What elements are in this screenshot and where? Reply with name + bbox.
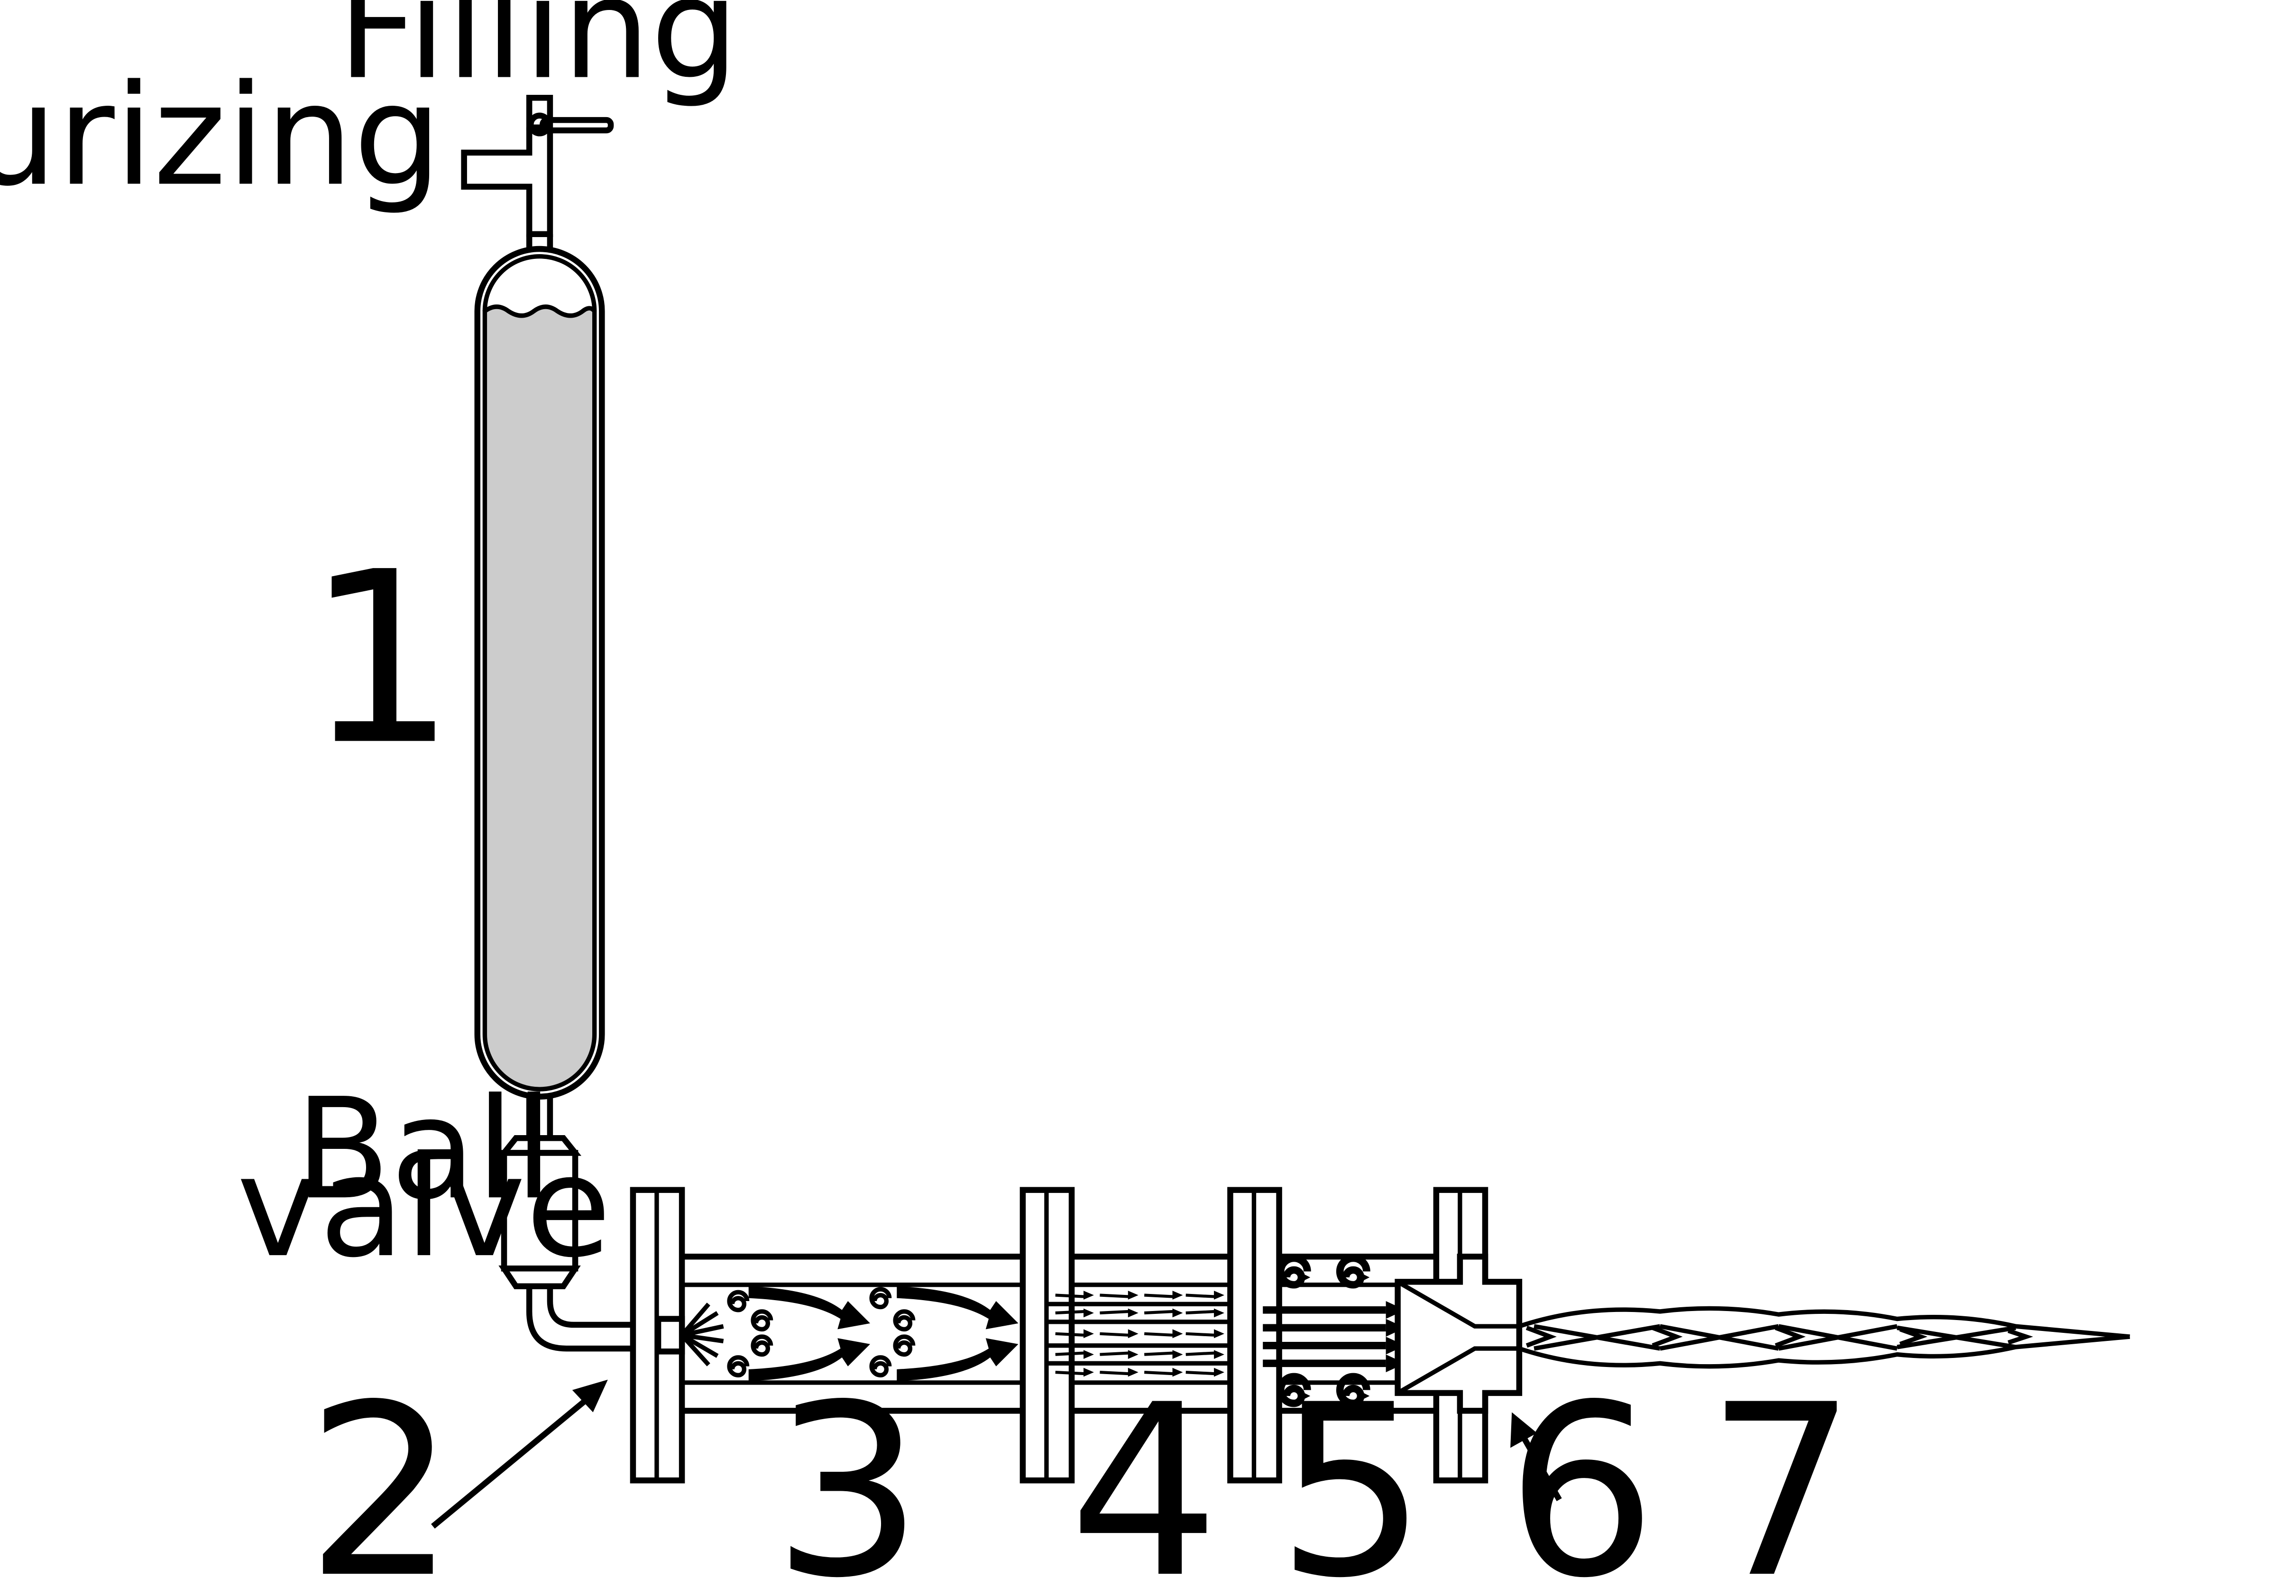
nozzle-contour [1396,1280,1519,1395]
vessel-outer-wall [474,246,605,1100]
filling-valve-body [526,95,553,131]
small-flow-arrow-shaft [1100,1293,1130,1298]
small-flow-arrow-shaft [1185,1370,1216,1376]
flow-arrow-3d [897,1338,1019,1381]
nozzle [1395,1254,1523,1414]
small-flow-arrow-shaft [1144,1293,1174,1298]
small-flow-arrow-shaft [1185,1293,1216,1298]
small-flow-arrow-head [1214,1308,1224,1318]
small-flow-arrow-shaft [1100,1310,1130,1315]
vessel-liquid [482,304,597,1092]
small-flow-arrow-head [1172,1308,1183,1318]
pressure-vessel [474,246,605,1100]
section-3-flow [727,1286,1019,1381]
filling-valve-handle [540,117,614,134]
number-2: 2 [306,1354,457,1596]
top-fittings [461,95,614,252]
small-flow-arrow-head [1172,1329,1183,1339]
small-flow-arrow-head [1214,1367,1224,1377]
pressurizing-label: Pressurizing [0,55,442,217]
section-4-flow [1046,1291,1231,1377]
small-flow-arrow-head [1214,1291,1224,1300]
small-flow-arrow-head [1214,1329,1224,1339]
small-flow-arrow-shaft [1055,1351,1085,1356]
ball-valve-bottom-cap [498,1266,581,1290]
flow-arrow-3a [748,1286,870,1330]
vessel-inner-dome [482,254,597,312]
nozzle-housing [1395,1254,1523,1414]
number-4: 4 [1069,1354,1220,1596]
small-flow-arrow-head [1128,1291,1139,1300]
small-flow-arrow-head [1084,1367,1094,1377]
filling-valve-knob [528,112,552,137]
pressurizing-pipe [461,127,553,238]
small-flow-arrow-head [1084,1350,1094,1359]
small-flow-arrow-shaft [1055,1332,1085,1337]
plume-lower-boundary [1518,1334,2130,1369]
injector-spray [680,1302,724,1367]
ball-valve-label-line2: valve [237,1126,611,1288]
small-flow-arrow-head [1128,1329,1139,1339]
injector-body [655,1316,685,1355]
small-flow-arrows [1055,1291,1224,1377]
ball-valve-assembly [498,1096,652,1352]
filling-label: Filling [338,0,739,110]
small-flow-arrow-head [1172,1291,1183,1300]
small-flow-arrow-shaft [1100,1351,1130,1356]
small-flow-arrow-head [1172,1350,1183,1359]
small-flow-arrow-shaft [1185,1332,1216,1337]
small-flow-arrow-shaft [1185,1351,1216,1356]
shock-diamonds [1525,1324,2033,1351]
small-flow-arrow-shaft [1144,1370,1174,1376]
small-flow-arrow-shaft [1185,1310,1216,1315]
small-flow-arrow-head [1172,1367,1183,1377]
vessel-outlet-pipe [526,1096,553,1138]
section-5-flow [1263,1254,1405,1407]
small-flow-arrow-head [1084,1308,1094,1318]
number-3: 3 [772,1354,923,1596]
feed-pipe-inner [547,1286,652,1328]
small-flow-arrow-head [1084,1329,1094,1339]
ball-valve-label-line1: Ball [295,1068,553,1230]
small-flow-arrow-head [1214,1350,1224,1359]
small-flow-arrow-head [1128,1350,1139,1359]
small-flow-arrow-shaft [1055,1293,1085,1298]
small-flow-arrow-shaft [1144,1351,1174,1356]
plume-upper-boundary [1518,1306,2130,1339]
small-flow-arrow-shaft [1055,1310,1085,1315]
small-flow-arrow-shaft [1144,1332,1174,1337]
pointer-arrow-2 [431,1398,588,1529]
jet-plume [1518,1306,2130,1369]
number-7: 7 [1706,1354,1857,1596]
flow-arrow-3c [897,1286,1019,1330]
small-flow-arrow-head [1084,1291,1094,1300]
number-6: 6 [1506,1354,1657,1596]
pointer-arrow-6 [1521,1436,1562,1501]
number-5: 5 [1277,1354,1427,1596]
pointer-arrows [431,1379,1562,1529]
small-flow-arrow-head [1128,1308,1139,1318]
ball-valve-body [501,1150,579,1272]
feed-pipe-outer [526,1286,652,1352]
small-flow-arrow-shaft [1055,1370,1085,1376]
small-flow-arrow-shaft [1144,1310,1174,1315]
small-flow-arrow-head [1128,1367,1139,1377]
small-flow-arrow-shaft [1100,1332,1130,1337]
recirculation-vortices [1277,1254,1370,1407]
swirl-eddies-3 [727,1287,916,1378]
small-flow-arrow-shaft [1100,1370,1130,1376]
number-1: 1 [306,521,457,797]
flow-arrow-3b [748,1338,870,1381]
